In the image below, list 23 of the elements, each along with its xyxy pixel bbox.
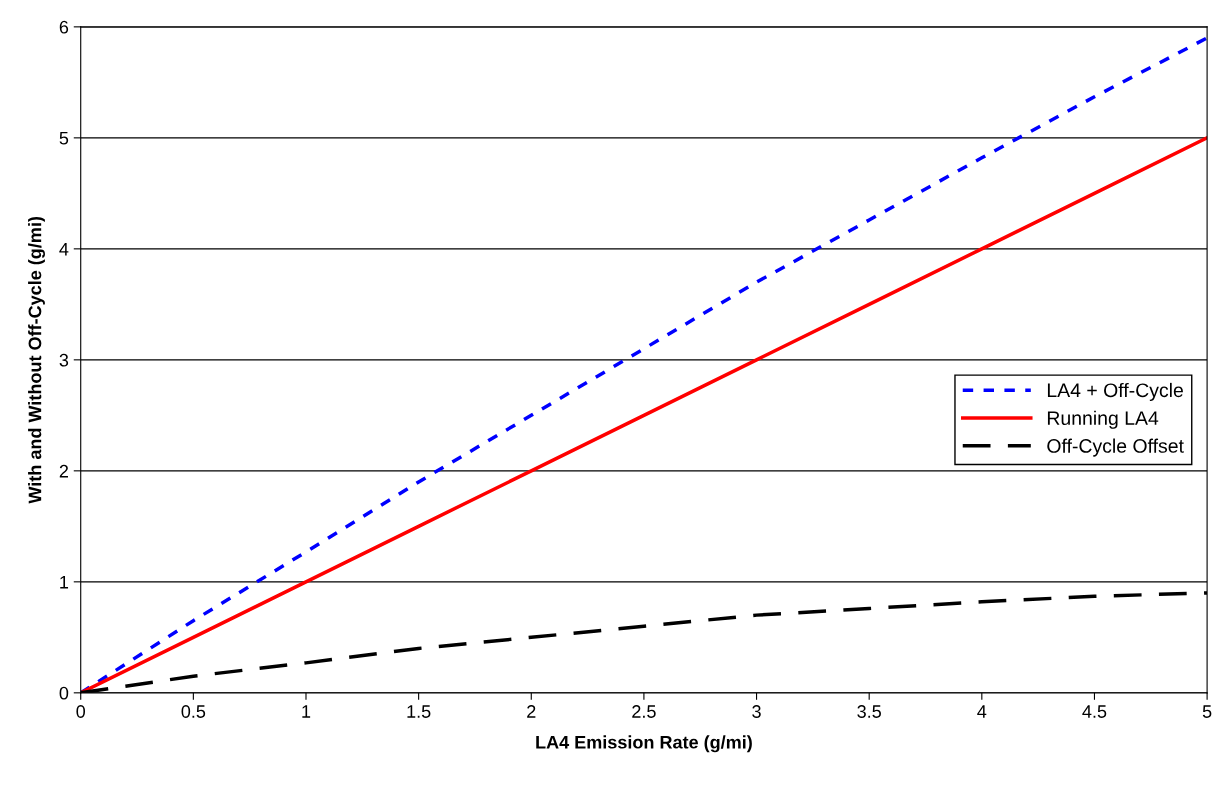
y-tick-label: 1: [60, 575, 69, 589]
x-tick-label: 3.5: [857, 705, 881, 718]
x-tick-label: 4: [977, 705, 987, 718]
x-tick-label: 3: [752, 705, 761, 718]
y-tick-label: 2: [59, 464, 69, 478]
x-tick-label: 4.5: [1082, 705, 1107, 718]
y-tick-label: 3: [59, 353, 69, 367]
y-tick-label: 6: [59, 20, 69, 34]
y-axis-title: With and Without Off-Cycle (g/mi): [28, 216, 45, 504]
x-tick-label: 2.5: [632, 705, 656, 718]
y-tick-label: 5: [59, 131, 69, 145]
legend-label: LA4 + Off-Cycle: [1047, 382, 1183, 401]
x-tick-label: 2: [527, 705, 536, 718]
x-tick-label: 1: [302, 705, 311, 718]
x-tick-label: 1.5: [407, 705, 431, 718]
x-axis-title: LA4 Emission Rate (g/mi): [536, 735, 752, 753]
x-tick-label: 0.5: [181, 705, 206, 718]
legend-label: Running LA4: [1047, 410, 1159, 429]
legend-label: Off-Cycle Offset: [1047, 438, 1184, 457]
x-tick-label: 0: [76, 705, 86, 718]
y-tick-label: 4: [59, 242, 69, 256]
x-tick-label: 5: [1202, 705, 1212, 718]
y-tick-label: 0: [59, 686, 69, 700]
